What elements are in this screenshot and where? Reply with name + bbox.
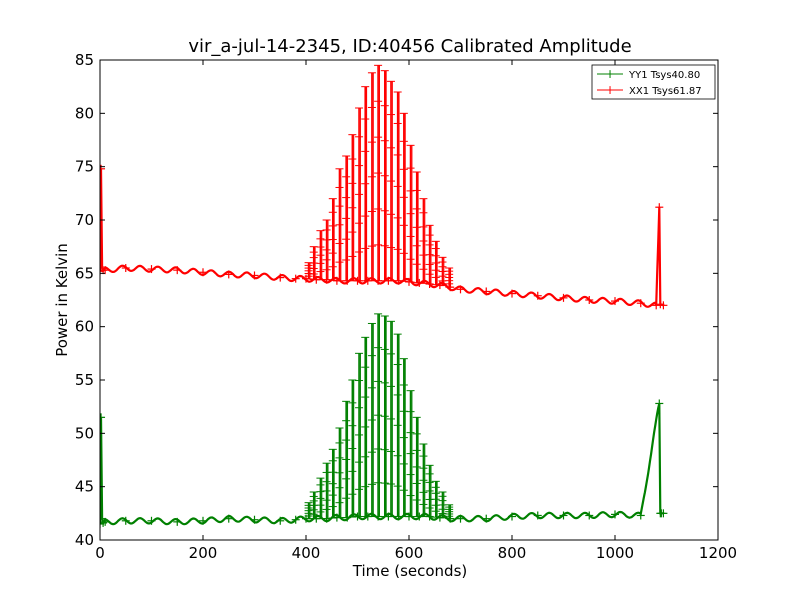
legend-marker-xx1: + <box>605 83 615 97</box>
y-tick-label: 50 <box>75 424 94 442</box>
y-tick-label: 55 <box>75 371 94 389</box>
y-tick-label: 45 <box>75 478 94 496</box>
legend-label-xx1: XX1 Tsys61.87 <box>629 86 702 97</box>
y-tick-label: 85 <box>75 51 94 69</box>
x-tick-label: 0 <box>95 544 105 562</box>
series-line-0 <box>100 403 664 526</box>
y-tick-label: 60 <box>75 318 94 336</box>
y-axis: 40 45 50 55 60 65 70 75 80 85 <box>75 51 718 549</box>
legend: + YY1 Tsys40.80 + XX1 Tsys61.87 <box>591 64 716 100</box>
x-tick-label: 800 <box>498 544 527 562</box>
y-axis-label: Power in Kelvin <box>53 243 71 357</box>
x-tick-label: 1200 <box>699 544 737 562</box>
chart-title: vir_a-jul-14-2345, ID:40456 Calibrated A… <box>188 36 631 57</box>
x-tick-label: 1000 <box>596 544 634 562</box>
y-tick-label: 40 <box>75 531 94 549</box>
x-tick-label: 400 <box>292 544 321 562</box>
x-axis: 0 200 400 600 800 1000 1200 <box>95 60 737 562</box>
plot-background <box>100 60 718 540</box>
legend-box <box>591 64 716 100</box>
x-tick-label: 200 <box>189 544 218 562</box>
series-layer <box>100 64 668 528</box>
legend-label-yy1: YY1 Tsys40.80 <box>628 70 700 81</box>
x-axis-label: Time (seconds) <box>352 562 468 580</box>
plot-area: 0 200 400 600 800 1000 1200 40 45 50 55 60 65 70 75 80… <box>75 51 737 562</box>
y-tick-label: 75 <box>75 158 94 176</box>
y-tick-label: 65 <box>75 264 94 282</box>
series-line-1 <box>100 168 664 308</box>
y-tick-label: 70 <box>75 211 94 229</box>
x-tick-label: 600 <box>395 544 424 562</box>
legend-marker-yy1: + <box>605 67 615 81</box>
y-tick-label: 80 <box>75 104 94 122</box>
